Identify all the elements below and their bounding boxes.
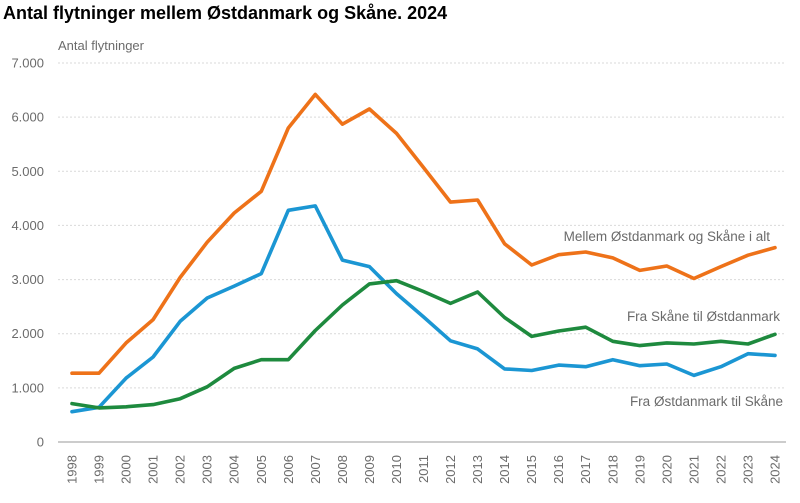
x-tick-label: 2007 <box>308 455 323 484</box>
series-labels: Mellem Østdanmark og Skåne i alt Fra Skån… <box>564 229 783 409</box>
x-tick-label: 2000 <box>119 455 134 484</box>
x-tick-label: 2001 <box>146 455 161 484</box>
x-tick-label: 2008 <box>335 455 350 484</box>
y-tick-label: 1.000 <box>11 380 44 395</box>
x-tick-label: 2022 <box>713 455 728 484</box>
gridlines <box>58 62 786 389</box>
x-tick-label: 2017 <box>578 455 593 484</box>
series-line <box>70 278 777 410</box>
y-tick-label: 0 <box>37 435 44 450</box>
x-tick-label: 1998 <box>65 455 80 484</box>
y-tick-label: 6.000 <box>11 110 44 125</box>
x-tick-label: 2015 <box>524 455 539 484</box>
x-tick-label: 1999 <box>92 455 107 484</box>
x-tick-label: 2009 <box>362 455 377 484</box>
y-axis-label: Antal flytninger <box>58 38 145 53</box>
series-label: Fra Østdanmark til Skåne <box>630 394 783 409</box>
x-tick-label: 2014 <box>497 455 512 484</box>
x-tick-label: 2021 <box>686 455 701 484</box>
series-lines <box>70 92 777 414</box>
y-tick-label: 2.000 <box>11 326 44 341</box>
x-axis-ticks: 1998 1999 2000 2001 2002 2003 2004 2005 2006 2007… <box>65 455 783 484</box>
series-line <box>70 92 777 376</box>
x-tick-label: 2012 <box>443 455 458 484</box>
y-tick-label: 7.000 <box>11 56 44 71</box>
x-tick-label: 2010 <box>389 455 404 484</box>
y-tick-label: 3.000 <box>11 272 44 287</box>
series-line <box>70 204 777 414</box>
x-tick-label: 2023 <box>740 455 755 484</box>
x-tick-label: 2013 <box>470 455 485 484</box>
x-tick-label: 2019 <box>632 455 647 484</box>
x-tick-label: 2016 <box>551 455 566 484</box>
x-tick-label: 2002 <box>173 455 188 484</box>
x-tick-label: 2005 <box>254 455 269 484</box>
y-axis-ticks: 0 1.000 2.000 3.000 4.000 5.000 6.000 7.000 <box>11 56 44 450</box>
series-label: Fra Skåne til Østdanmark <box>627 309 780 324</box>
x-tick-label: 2003 <box>200 455 215 484</box>
y-tick-label: 5.000 <box>11 164 44 179</box>
series-label: Mellem Østdanmark og Skåne i alt <box>564 229 771 244</box>
x-tick-label: 2011 <box>416 455 431 483</box>
chart-title: Antal flytninger mellem Østdanmark og Sk… <box>3 3 447 23</box>
x-tick-label: 2018 <box>605 455 620 484</box>
y-tick-label: 4.000 <box>11 218 44 233</box>
x-tick-label: 2006 <box>281 455 296 484</box>
x-tick-label: 2004 <box>227 455 242 484</box>
x-tick-label: 2020 <box>659 455 674 484</box>
x-tick-label: 2024 <box>768 455 783 484</box>
